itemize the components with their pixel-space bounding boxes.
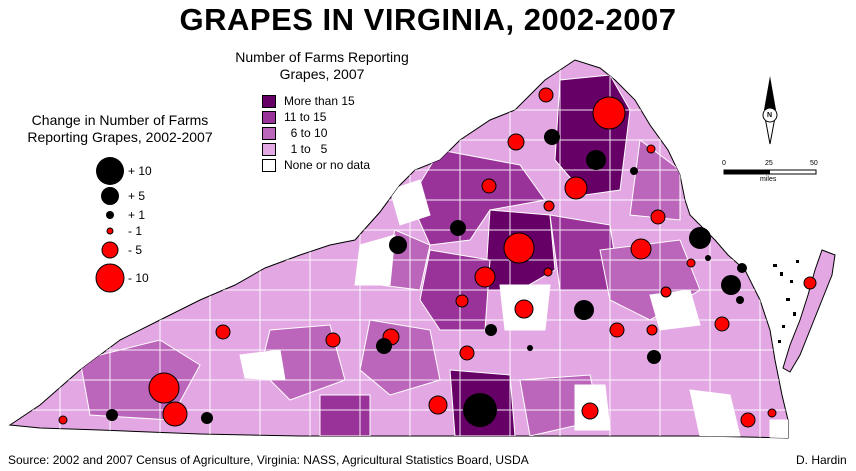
- change-symbol-decrease: [581, 402, 599, 420]
- farms-legend-title: Number of Farms Reporting Grapes, 2007: [212, 49, 432, 83]
- change-symbol-decrease: [58, 415, 68, 425]
- legend-label: 11 to 15: [284, 110, 327, 124]
- legend-symbol-minus-5: [101, 241, 119, 259]
- legend-swatch: [262, 95, 276, 108]
- change-legend-label: - 5: [128, 243, 143, 257]
- change-symbol-decrease: [507, 133, 525, 151]
- scale-tick-50: 50: [810, 160, 818, 167]
- change-symbol-increase: [647, 350, 661, 364]
- change-symbol-decrease: [538, 87, 554, 103]
- change-symbol-decrease: [592, 96, 626, 130]
- change-symbol-decrease: [609, 322, 625, 338]
- north-arrow-label: N: [767, 112, 773, 119]
- farms-legend-title-line2: Grapes, 2007: [279, 66, 365, 82]
- change-symbol-decrease: [660, 286, 672, 298]
- change-symbol-decrease: [455, 294, 469, 308]
- legend-swatch: [262, 143, 276, 156]
- change-symbol-increase: [630, 167, 638, 175]
- legend-swatch: [262, 127, 276, 140]
- legend-label: None or no data: [284, 158, 371, 172]
- county-region: [319, 394, 371, 437]
- change-symbol-decrease: [564, 176, 588, 200]
- change-symbol-decrease: [803, 276, 817, 290]
- author-credit: D. Hardin: [796, 453, 847, 467]
- scale-bar-graphic: [723, 169, 817, 175]
- change-symbol-decrease: [740, 412, 756, 428]
- change-symbol-increase: [485, 324, 497, 336]
- bay-islands: [773, 260, 799, 343]
- change-symbol-increase: [201, 412, 213, 424]
- change-symbol-decrease: [325, 332, 341, 348]
- change-legend-title-line1: Change in Number of Farms: [31, 112, 209, 128]
- farms-legend-title-line1: Number of Farms Reporting: [235, 49, 409, 65]
- change-symbol-decrease: [459, 345, 475, 361]
- legend-symbol-plus-1: [106, 211, 114, 219]
- scale-tick-0: 0: [722, 160, 726, 167]
- change-legend-label: + 10: [128, 164, 152, 178]
- county-region: [359, 319, 441, 396]
- change-symbol-decrease: [630, 238, 652, 260]
- change-symbol-increase: [721, 275, 741, 295]
- change-symbol-decrease: [543, 200, 555, 212]
- change-legend-label: - 1: [128, 224, 143, 238]
- change-symbol-decrease: [650, 209, 666, 225]
- change-symbol-increase: [736, 296, 744, 304]
- county-region: [769, 419, 788, 438]
- legend-swatch: [262, 111, 276, 124]
- change-symbol-decrease: [714, 316, 730, 332]
- change-symbol-decrease: [428, 395, 448, 415]
- legend-symbol-minus-10: [95, 263, 125, 293]
- change-symbol-increase: [450, 220, 466, 236]
- county-region: [689, 389, 741, 437]
- map-title: GRAPES IN VIRGINIA, 2002-2007: [179, 2, 677, 37]
- change-legend-label: + 1: [128, 208, 146, 222]
- change-symbol-decrease: [148, 372, 180, 404]
- change-symbol-decrease: [474, 266, 496, 288]
- change-symbol-increase: [106, 409, 118, 421]
- change-symbol-increase: [689, 227, 711, 249]
- change-symbol-decrease: [514, 299, 534, 319]
- change-symbol-decrease: [503, 232, 535, 264]
- legend-symbol-plus-10: [96, 157, 124, 185]
- change-symbol-increase: [586, 150, 606, 170]
- change-legend-label: + 5: [128, 189, 146, 203]
- scale-tick-25: 25: [765, 160, 773, 167]
- change-symbol-increase: [389, 236, 407, 254]
- change-symbol-increase: [574, 300, 594, 320]
- scale-unit: miles: [760, 176, 777, 183]
- north-arrow-icon: [762, 76, 778, 145]
- county-region: [239, 349, 286, 381]
- change-symbol-decrease: [646, 324, 658, 336]
- change-symbol-increase: [527, 345, 533, 351]
- change-symbol-increase: [737, 263, 747, 273]
- eastern-shore: [782, 249, 836, 373]
- change-symbol-increase: [463, 393, 497, 427]
- change-legend-label: - 10: [128, 271, 149, 285]
- change-symbol-increase: [705, 255, 711, 261]
- change-symbol-decrease: [543, 267, 553, 277]
- change-symbol-decrease: [767, 408, 777, 418]
- change-symbol-decrease: [481, 178, 497, 194]
- change-symbol-decrease: [215, 324, 231, 340]
- change-legend-title: Change in Number of Farms Reporting Grap…: [8, 112, 232, 146]
- legend-label: 1 to 5: [284, 142, 328, 156]
- change-legend-title-line2: Reporting Grapes, 2002-2007: [27, 129, 213, 145]
- change-symbol-decrease: [646, 144, 656, 154]
- change-symbol-decrease: [686, 258, 696, 268]
- change-symbol-increase: [544, 129, 560, 145]
- legend-symbol-minus-1: [106, 227, 114, 235]
- legend-symbol-plus-5: [101, 187, 119, 205]
- change-symbol-increase: [376, 338, 392, 354]
- change-legend-symbols: [95, 157, 125, 293]
- change-symbol-decrease: [162, 401, 188, 427]
- legend-label: More than 15: [284, 94, 355, 108]
- legend-label: 6 to 10: [284, 126, 328, 140]
- change-symbols: [58, 87, 817, 428]
- legend-swatch: [262, 159, 276, 172]
- source-note: Source: 2002 and 2007 Census of Agricult…: [8, 453, 529, 467]
